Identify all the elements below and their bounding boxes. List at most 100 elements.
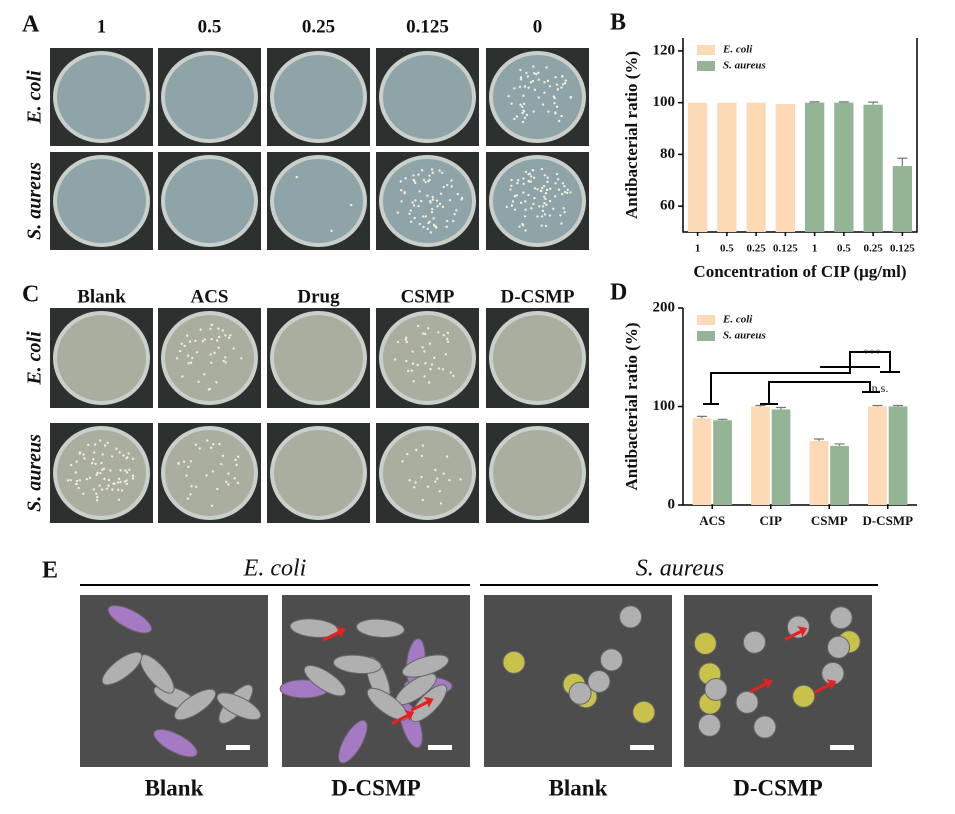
- colony: [211, 470, 215, 473]
- colony: [456, 192, 459, 196]
- column-label: 0.5: [198, 16, 222, 37]
- colony: [453, 212, 456, 216]
- colony: [430, 168, 434, 171]
- colony: [426, 194, 429, 197]
- colony: [445, 337, 449, 341]
- colony: [450, 185, 453, 188]
- colony: [507, 94, 510, 98]
- colony: [515, 115, 519, 118]
- colony: [524, 200, 527, 203]
- column-label: Blank: [549, 775, 608, 800]
- legend-label: E. coli: [722, 314, 753, 326]
- error-bar: [897, 157, 908, 167]
- error-bar: [834, 443, 845, 446]
- panel-label: B: [610, 10, 626, 36]
- colony: [234, 458, 237, 462]
- colony: [240, 357, 243, 360]
- colony: [527, 86, 530, 89]
- bacterium: [587, 669, 611, 693]
- colony: [435, 199, 439, 202]
- colony: [220, 462, 223, 466]
- colony: [533, 88, 537, 91]
- colony: [529, 175, 533, 178]
- colony: [563, 210, 566, 214]
- colony: [199, 328, 202, 331]
- colony: [189, 493, 192, 496]
- group-title: S. aureus: [636, 556, 724, 582]
- colony: [215, 381, 218, 384]
- colony: [187, 362, 190, 365]
- bacterium: [568, 681, 592, 705]
- colony: [533, 187, 537, 190]
- colony: [537, 96, 540, 99]
- colony: [403, 191, 407, 195]
- colony: [534, 72, 538, 76]
- error-bar: [838, 101, 849, 103]
- colony: [559, 214, 562, 217]
- colony: [563, 184, 566, 188]
- colony: [555, 83, 559, 86]
- colony: [449, 371, 452, 374]
- scale-bar: [428, 745, 452, 750]
- colony: [127, 452, 130, 455]
- colony: [411, 350, 414, 353]
- colony: [448, 198, 452, 202]
- colony: [177, 462, 180, 465]
- colony: [98, 484, 101, 487]
- colony: [116, 488, 120, 492]
- colony: [88, 476, 92, 479]
- colony: [95, 473, 98, 477]
- colony: [427, 327, 430, 330]
- colony: [405, 340, 409, 344]
- error-bar: [868, 101, 879, 105]
- colony: [74, 471, 78, 474]
- bar: [892, 166, 913, 232]
- petri-dish: [274, 159, 363, 243]
- colony: [444, 353, 448, 356]
- colony: [518, 85, 522, 89]
- colony: [536, 188, 539, 191]
- colony: [77, 486, 80, 490]
- arrow: [322, 626, 346, 642]
- colony: [523, 116, 527, 119]
- colony: [224, 334, 227, 337]
- bacterium: [502, 650, 526, 674]
- colony: [197, 380, 200, 384]
- bacterium: [632, 700, 656, 724]
- colony: [533, 72, 536, 75]
- colony: [439, 192, 443, 196]
- colony: [225, 480, 228, 484]
- colony: [427, 221, 430, 225]
- colony: [421, 444, 425, 447]
- colony: [75, 479, 79, 483]
- colony: [85, 477, 89, 481]
- colony: [213, 351, 216, 355]
- colony: [189, 460, 193, 463]
- colony: [442, 472, 445, 475]
- colony: [531, 79, 535, 83]
- y-tick-label: 100: [653, 94, 676, 110]
- x-tick-label: ACS: [699, 513, 725, 528]
- bacterium: [753, 715, 777, 739]
- petri-dish: [493, 159, 582, 243]
- row-label: E. coli: [24, 331, 46, 386]
- petri-dish: [165, 159, 254, 243]
- colony: [537, 78, 540, 82]
- row-label: S. aureus: [24, 434, 46, 512]
- x-tick-label: CSMP: [811, 513, 848, 528]
- colony: [406, 452, 409, 456]
- colony: [201, 340, 204, 343]
- legend-swatch: [697, 331, 715, 341]
- bacterium: [742, 630, 766, 654]
- colony: [519, 103, 522, 106]
- colony: [450, 179, 453, 182]
- colony: [541, 103, 545, 106]
- colony: [195, 350, 199, 354]
- colony: [552, 207, 555, 211]
- colony: [563, 81, 567, 85]
- colony: [90, 462, 94, 465]
- colony: [66, 479, 70, 482]
- colony: [119, 480, 122, 484]
- colony: [210, 337, 213, 341]
- colony: [510, 204, 514, 207]
